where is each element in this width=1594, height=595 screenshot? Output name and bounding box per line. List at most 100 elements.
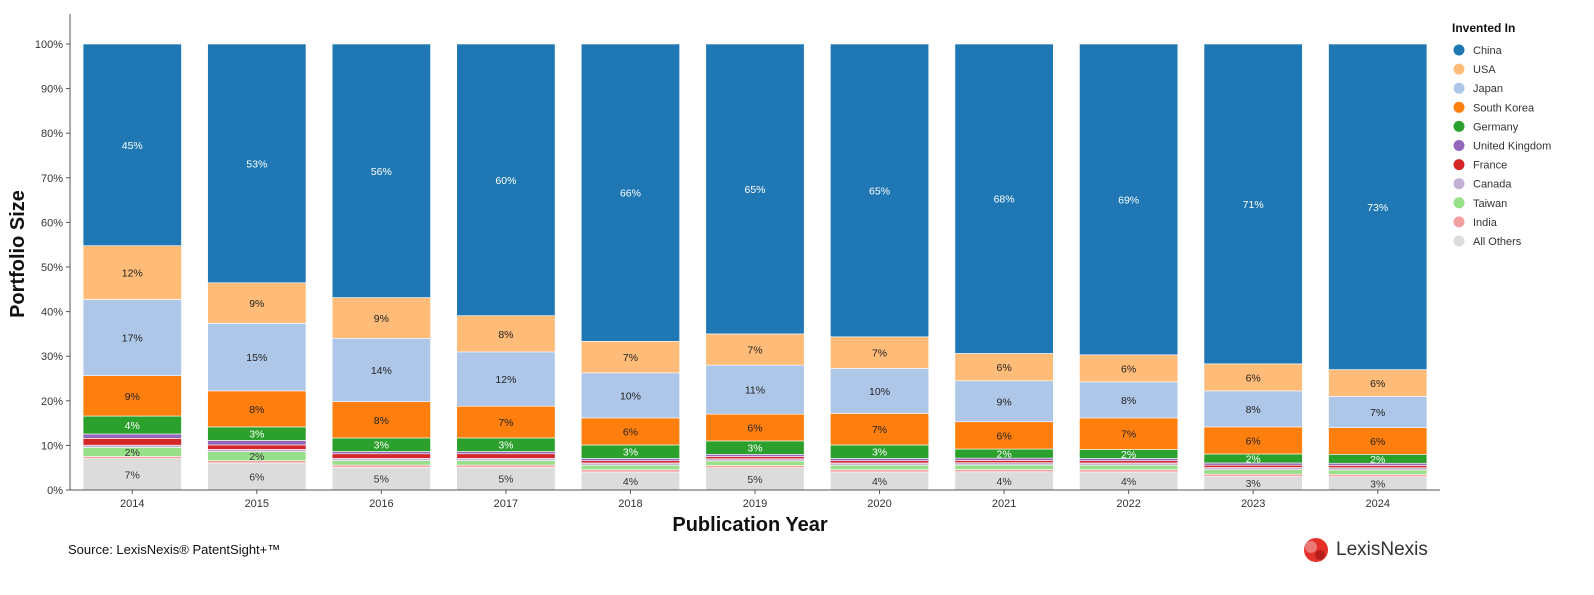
bar-segment [954, 462, 1054, 466]
bar-segment [580, 464, 680, 471]
legend-swatch [1453, 120, 1465, 132]
x-tick-label: 2019 [743, 498, 767, 510]
bar-data-label: 66% [620, 188, 641, 200]
legend-swatch [1453, 178, 1465, 190]
legend-swatch [1453, 82, 1465, 94]
legend-label: Canada [1473, 179, 1512, 191]
bar-segment [82, 458, 182, 491]
bar-data-label: 53% [246, 158, 267, 170]
bar-segment [456, 451, 556, 455]
bar-segment [1203, 464, 1303, 468]
x-tick-label: 2022 [1116, 498, 1140, 510]
bar-data-label: 3% [872, 447, 887, 459]
bar-segment [331, 453, 431, 459]
bar-segment [331, 297, 431, 339]
bar-data-label: 6% [623, 426, 638, 438]
x-tick-label: 2016 [369, 498, 393, 510]
x-axis: 2014 2015 2016 2017 2018 2019 2020 2021 2022 2023… [70, 489, 1440, 510]
bar-data-label: 3% [747, 443, 762, 455]
bar-segment [207, 323, 307, 392]
legend-label: Japan [1473, 83, 1503, 95]
bar-data-label: 3% [1370, 478, 1385, 490]
bar-data-label: 3% [498, 440, 513, 452]
bar-segment [331, 460, 431, 466]
bar-segment [1079, 43, 1179, 356]
bar-segment [82, 444, 182, 448]
bar-data-label: 8% [374, 415, 389, 427]
bar-data-label: 10% [869, 386, 890, 398]
bar-data-label: 7% [1121, 429, 1136, 441]
bar-segment [580, 460, 680, 464]
bar-segment [456, 464, 556, 468]
bar-segment [1328, 474, 1428, 477]
bar-data-label: 7% [872, 348, 887, 360]
bar-segment [954, 421, 1054, 450]
bar-data-label: 73% [1367, 202, 1388, 214]
bar-segment [580, 462, 680, 466]
bar-data-label: 7% [125, 469, 140, 481]
bar-data-label: 3% [623, 447, 638, 459]
bar-data-label: 7% [1370, 407, 1385, 419]
bar-data-label: 7% [498, 417, 513, 429]
source-note: Source: LexisNexis® PatentSight+™ [68, 542, 281, 557]
bar-data-label: 5% [747, 474, 762, 486]
bar-segment [331, 464, 431, 468]
bar-segment [1203, 469, 1303, 475]
bar-segment [1328, 465, 1428, 469]
legend: Invented In China USA Japan South Korea Germ… [1452, 21, 1551, 248]
bar-data-label: 12% [122, 268, 143, 280]
bar-data-label: 9% [996, 396, 1011, 408]
bar-data-label: 2% [1370, 454, 1385, 466]
legend-label: China [1473, 45, 1503, 57]
bar-segment [1203, 473, 1303, 477]
y-tick-label: 50% [41, 262, 63, 274]
bar-segment [1203, 467, 1303, 471]
bar-segment [207, 282, 307, 324]
bar-segment [331, 451, 431, 455]
bar-segment [82, 299, 182, 376]
bar-segment [705, 456, 805, 460]
bar-data-label: 7% [623, 352, 638, 364]
lexisnexis-logo-icon [1304, 538, 1328, 562]
bar-segment [705, 465, 805, 469]
bar-segment [331, 43, 431, 298]
bar-segment [580, 372, 680, 419]
bar-data-label: 12% [495, 374, 516, 386]
bar-segment [954, 353, 1054, 382]
bar-segment [456, 315, 556, 353]
bar-data-label: 6% [1370, 378, 1385, 390]
bar-segment [1079, 462, 1179, 466]
bar-segment [954, 380, 1054, 423]
y-tick-label: 60% [41, 217, 63, 229]
bar-data-label: 11% [745, 385, 765, 397]
bar-data-label: 60% [495, 175, 516, 187]
legend-title: Invented In [1452, 21, 1515, 35]
bar-segment [1328, 467, 1428, 471]
bar-data-label: 9% [374, 313, 389, 325]
x-axis-title: Publication Year [672, 514, 827, 536]
bar-segment [207, 449, 307, 453]
bar-segment [1328, 469, 1428, 475]
bar-data-label: 6% [996, 430, 1011, 442]
legend-swatch [1453, 216, 1465, 228]
legend-label: Taiwan [1473, 198, 1507, 210]
x-tick-label: 2023 [1241, 498, 1265, 510]
bar-data-label: 8% [1246, 404, 1261, 416]
legend-label: South Korea [1473, 102, 1535, 114]
bar-data-label: 3% [249, 429, 264, 441]
y-axis: 0% 10% 20% 30% 40% 50% 60% 70% 80% 90% 100% [35, 14, 71, 497]
legend-swatch [1453, 140, 1465, 151]
bar-segment [82, 375, 182, 417]
bar-data-label: 65% [869, 185, 890, 197]
bar-segment [82, 245, 182, 300]
x-tick-label: 2015 [245, 498, 269, 510]
bar-data-label: 8% [249, 404, 264, 416]
bar-segment [830, 460, 930, 464]
bar-data-label: 4% [125, 420, 140, 432]
bar-segment [207, 462, 307, 491]
bar-segment [207, 444, 307, 450]
bar-data-label: 8% [1121, 395, 1136, 407]
bar-segment [456, 458, 556, 461]
bar-segment [830, 469, 930, 473]
